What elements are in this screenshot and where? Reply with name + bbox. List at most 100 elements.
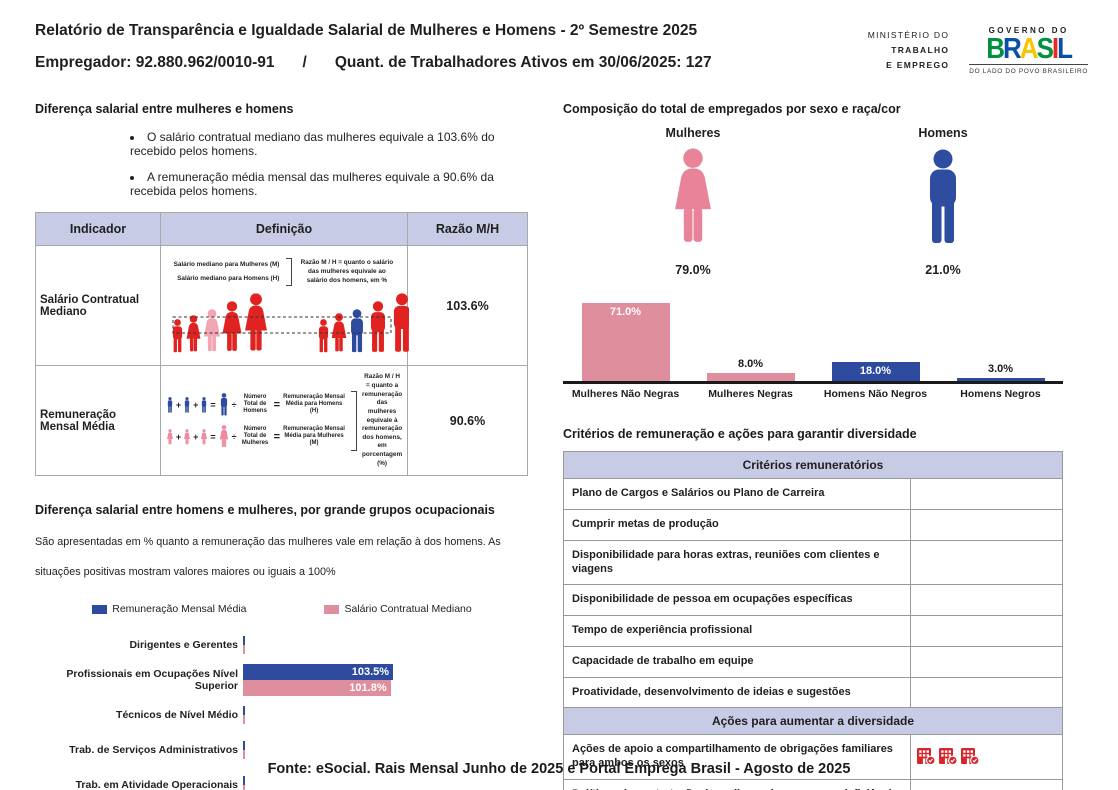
source-footer: Fonte: eSocial. Rais Mensal Junho de 202… <box>267 761 851 777</box>
divide-sign: ÷ <box>231 431 237 442</box>
zero-bar-tick <box>243 705 245 715</box>
zero-bar-tick <box>243 784 245 790</box>
chart-row: Trab. de Serviços Administrativos <box>35 732 529 767</box>
section-header-row: Critérios remuneratórios <box>563 451 1063 480</box>
equals-sign: = <box>210 399 216 410</box>
bar-slot: 18.0% <box>813 291 938 382</box>
women-pictogram-block: Mulheres 79.0% <box>628 126 758 277</box>
left-column: Diferença salarial entre mulheres e home… <box>35 75 529 790</box>
criteria-value <box>910 539 1063 586</box>
chart-legend: Remuneração Mensal Média Salário Contratu… <box>35 603 529 615</box>
bracket-shape <box>351 390 358 451</box>
criteria-row: Cumprir metas de produção <box>563 509 1063 541</box>
criteria-label: Políticas de contratação de mulheres (ne… <box>563 778 911 790</box>
criteria-row: Tempo de experiência profissional <box>563 615 1063 647</box>
page-subtitle: Empregador: 92.880.962/0010-91 / Quant. de… <box>35 54 712 72</box>
median-line-men: Salário mediano para Homens (H) <box>177 275 280 283</box>
ministry-line: E EMPREGO <box>886 60 950 71</box>
criteria-value <box>910 509 1063 541</box>
women-percentage: 79.0% <box>675 263 711 278</box>
bar-slot: 71.0% <box>563 291 688 382</box>
col-header-indicador: Indicador <box>35 212 161 247</box>
criteria-row: Ações de apoio a compartilhamento de obr… <box>563 734 1063 780</box>
category-label: Dirigentes e Gerentes <box>129 638 238 651</box>
definition-cell: Salário mediano para Mulheres (M) Salári… <box>160 245 409 367</box>
sex-composition-pictograms: Mulheres 79.0% Homens 21.0% <box>563 126 1063 277</box>
category-label: Profissionais em Ocupações Nível Superio… <box>66 667 238 692</box>
criteria-row: Disponibilidade de pessoa em ocupações e… <box>563 584 1063 617</box>
criteria-row: Proatividade, desenvolvimento de ideias … <box>563 676 1063 709</box>
ratio-note: Razão M / H = quanto a remuneração das m… <box>362 373 403 467</box>
table-row: Salário Contratual Mediano Salário media… <box>35 245 528 367</box>
result-text: Remuneração Mensal Média para Homens (H) <box>283 394 345 415</box>
men-percentage: 21.0% <box>925 263 961 278</box>
zero-bar-tick <box>243 635 245 645</box>
ratio-note: Razão M / H = quanto o salário das mulhe… <box>300 259 394 284</box>
criteria-value <box>910 584 1063 617</box>
bars-area: 71.0% 8.0% 18.0% 3.0% <box>563 291 1063 382</box>
woman-icon <box>166 429 174 445</box>
man-icon-large <box>218 393 230 416</box>
equals-sign: = <box>210 431 216 442</box>
criteria-value <box>910 778 1063 790</box>
divide-sign: ÷ <box>231 399 237 410</box>
composition-bar-chart: 71.0% 8.0% 18.0% 3.0% Mulheres Não Negras Mu… <box>563 291 1063 400</box>
woman-icon <box>200 429 208 445</box>
woman-icon-large <box>667 148 719 246</box>
legend-swatch <box>92 604 108 614</box>
criteria-label: Cumprir metas de produção <box>563 509 911 541</box>
brasil-letter: B <box>986 31 1005 65</box>
page-title: Relatório de Transparência e Igualdade S… <box>35 22 698 39</box>
category-label: Trab. de Serviços Administrativos <box>69 743 238 756</box>
brasil-wordmark: BRASIL <box>969 31 1088 65</box>
occupational-bar-chart: Dirigentes e Gerentes Profissionais em Oc… <box>35 627 529 790</box>
result-text: Remuneração Mensal Média para Mulheres (… <box>283 426 345 447</box>
section-title: Ações para aumentar a diversidade <box>563 707 1063 736</box>
category-label: Homens Não Negros <box>823 388 928 401</box>
criteria-label: Ações de apoio a compartilhamento de obr… <box>563 734 911 780</box>
formula-illustration: + + = ÷ Número Total de Homens = <box>166 373 403 468</box>
equals-sign: = <box>273 430 281 443</box>
criteria-label: Proatividade, desenvolvimento de ideias … <box>563 676 911 709</box>
section-heading-salary-difference: Diferença salarial entre mulheres e home… <box>35 102 294 117</box>
ratio-value: 103.6% <box>407 245 528 367</box>
woman-icon <box>183 429 191 445</box>
bars-group <box>243 635 245 654</box>
col-header-razao: Razão M/H <box>407 212 528 247</box>
legend-swatch <box>324 604 340 614</box>
definition-cell: + + = ÷ Número Total de Homens = <box>160 365 408 477</box>
criteria-value <box>910 615 1063 647</box>
brasil-letter: L <box>1057 31 1073 65</box>
criteria-value <box>910 645 1063 678</box>
chart-row: Dirigentes e Gerentes <box>35 627 529 662</box>
criteria-label: Disponibilidade para horas extras, reuni… <box>563 539 911 586</box>
women-label: Mulheres <box>665 126 721 141</box>
formula-men: + + = ÷ Número Total de Homens = <box>166 393 346 416</box>
people-crowd-illustration <box>172 293 409 353</box>
bars-group <box>243 775 245 790</box>
bar-value-label: 3.0% <box>987 363 1014 375</box>
bar: 103.5% <box>243 663 394 680</box>
bullet-item: A remuneração média mensal das mulheres … <box>130 170 529 198</box>
formula-women: + + = ÷ Número Total de Mulheres = <box>166 425 346 448</box>
gov-logo-tagline: DO LADO DO POVO BRASILEIRO <box>969 64 1088 75</box>
section-heading-occupational: Diferença salarial entre homens e mulher… <box>35 503 495 518</box>
indicator-table: Indicador Definição Razão M/H Salário Co… <box>35 212 528 477</box>
criteria-row: Plano de Cargos e Salários ou Plano de C… <box>563 478 1063 511</box>
right-column: Composição do total de empregados por se… <box>563 75 1063 790</box>
bullet-item: O salário contratual mediano das mulhere… <box>130 130 529 158</box>
logo-block: MINISTÉRIO DO TRABALHO E EMPREGO GOVERNO… <box>868 26 1088 75</box>
zero-bar-tick <box>243 749 245 759</box>
table-header-row: Indicador Definição Razão M/H <box>35 212 528 247</box>
plus-sign: + <box>193 431 199 442</box>
definition-text: Salário mediano para Mulheres (M) Salári… <box>169 258 399 287</box>
ministry-logo: MINISTÉRIO DO TRABALHO E EMPREGO <box>868 28 950 73</box>
criteria-row: Disponibilidade para horas extras, reuni… <box>563 539 1063 586</box>
gov-logo-top: GOVERNO DO <box>988 26 1069 35</box>
men-label: Homens <box>918 126 968 141</box>
category-label: Homens Negros <box>960 388 1041 401</box>
section-heading-composition: Composição do total de empregados por se… <box>563 102 901 117</box>
category-label: Mulheres Não Negras <box>571 388 680 401</box>
col-header-definicao: Definição <box>160 212 408 247</box>
criteria-value <box>910 734 1063 780</box>
